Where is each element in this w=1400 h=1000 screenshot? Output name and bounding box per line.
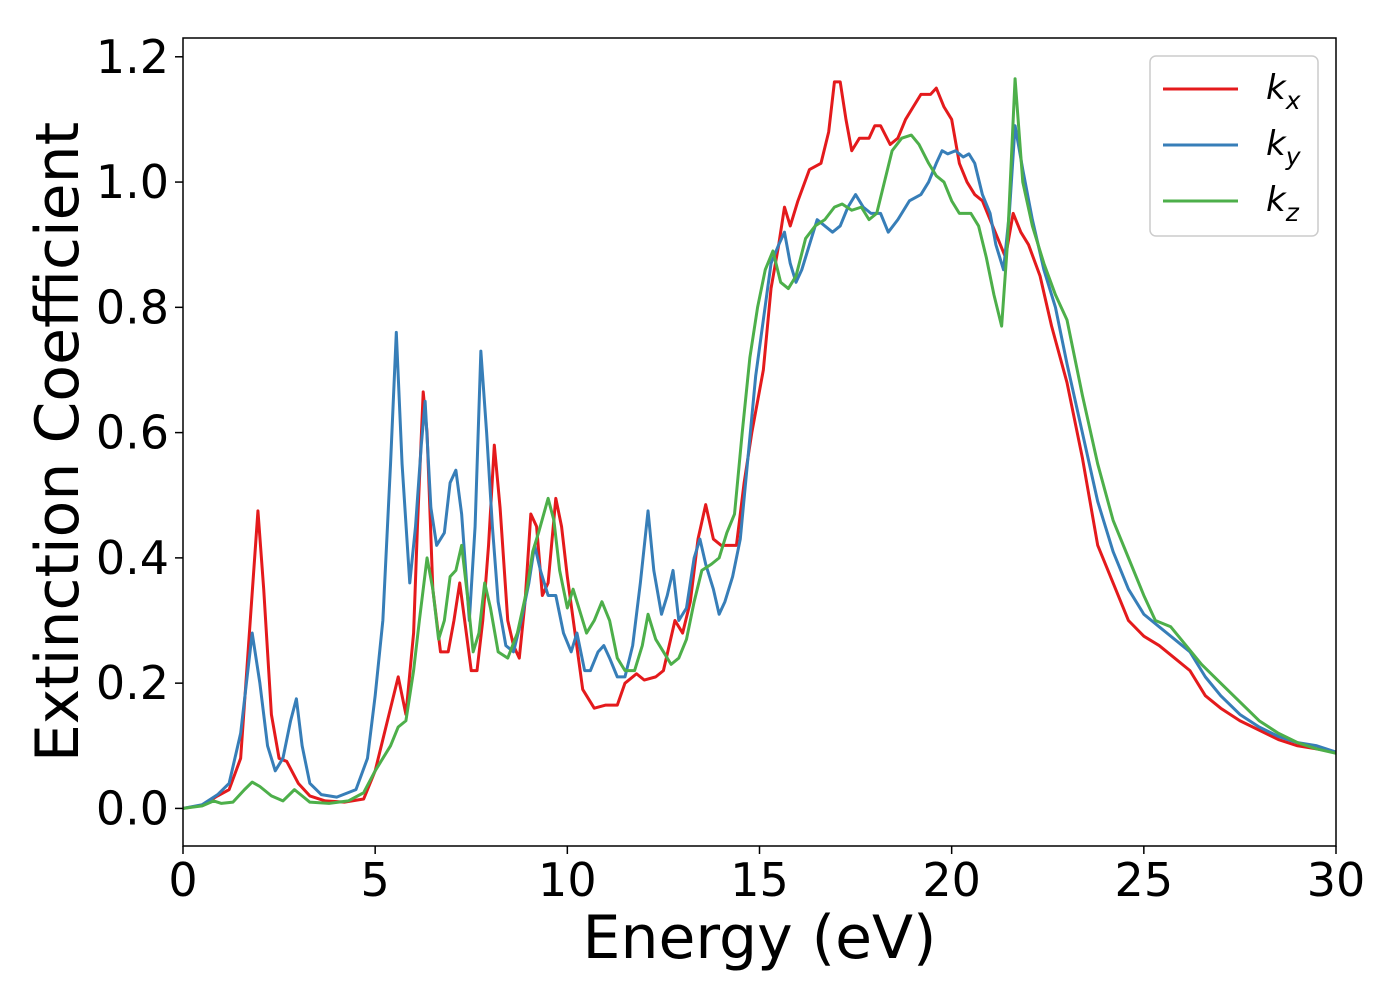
x-tick-label: 20 [922, 853, 981, 907]
legend-label-y: ky [1266, 124, 1302, 171]
legend-label-base: k [1266, 68, 1287, 108]
x-tick-label: 15 [730, 853, 789, 907]
series-layer [183, 77, 1336, 810]
x-axis-title: Energy (eV) [583, 903, 937, 973]
y-tick-label: 1.2 [96, 30, 169, 84]
x-tick-label: 10 [538, 853, 597, 907]
y-tick-label: 0.4 [96, 531, 169, 585]
legend-label-subscript: x [1285, 86, 1301, 115]
x-tick-label: 30 [1307, 853, 1366, 907]
y-tick-label: 1.0 [96, 155, 169, 209]
legend-label-z: kz [1266, 180, 1300, 227]
x-tick-label: 0 [168, 853, 197, 907]
legend-label-base: k [1266, 180, 1287, 220]
y-tick-label: 0.2 [96, 656, 169, 710]
x-tick-label: 5 [361, 853, 390, 907]
x-tick-label: 25 [1115, 853, 1174, 907]
y-tick-label: 0.8 [96, 280, 169, 334]
series-line-x [183, 80, 1336, 810]
legend-label-subscript: y [1285, 142, 1302, 171]
y-tick-label: 0.0 [96, 781, 169, 835]
y-axis-title: Extinction Coefficient [23, 122, 93, 762]
legend-label-x: kx [1266, 68, 1301, 115]
legend-label-base: k [1266, 124, 1287, 164]
y-tick-label: 0.6 [96, 406, 169, 460]
legend-label-subscript: z [1285, 198, 1300, 227]
y-axis: 0.0 0.2 0.4 0.6 0.8 1.0 1.2 [96, 30, 183, 835]
series-line-z [183, 77, 1336, 810]
x-axis: 0 5 10 15 20 25 30 [168, 846, 1365, 907]
